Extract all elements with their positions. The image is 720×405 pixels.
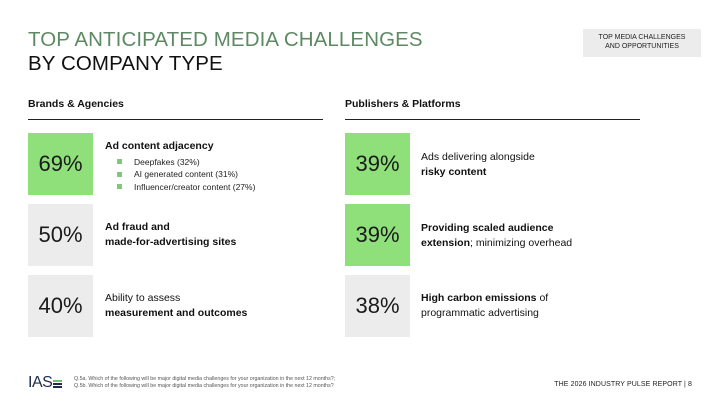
ias-logo: IAS (28, 374, 63, 392)
bullet-item: Influencer/creator content (27%) (117, 181, 255, 194)
footnote: Q.5a. Which of the following will be maj… (74, 376, 336, 389)
title-line-2: BY COMPANY TYPE (28, 52, 223, 75)
brands-agencies-heading: Brands & Agencies (28, 98, 124, 110)
logo-text: IAS (28, 374, 53, 391)
publishers-item-2: Providing scaled audience extension; min… (421, 222, 573, 249)
publishers-stat-2: 39% (345, 204, 410, 266)
brands-item-3: Ability to assess measurement and outcom… (105, 292, 248, 319)
section-tag-line-2: AND OPPORTUNITIES (605, 42, 679, 50)
bullet-square-icon (117, 159, 122, 165)
brands-item-2: Ad fraud and made-for-advertising sites (105, 221, 237, 248)
bullet-square-icon (117, 171, 122, 177)
brands-stat-3: 40% (28, 275, 93, 337)
brands-stat-2: 50% (28, 204, 93, 266)
title-line-1: TOP ANTICIPATED MEDIA CHALLENGES (28, 28, 423, 51)
publishers-stat-3: 38% (345, 275, 410, 337)
right-divider (345, 119, 640, 120)
logo-mark-icon (53, 379, 63, 390)
section-tag: TOP MEDIA CHALLENGES AND OPPORTUNITIES (583, 29, 701, 57)
section-tag-line-1: TOP MEDIA CHALLENGES (598, 34, 686, 41)
publishers-stat-1: 39% (345, 133, 410, 195)
report-page-label: THE 2026 INDUSTRY PULSE REPORT | 8 (554, 381, 692, 388)
brands-item-1-bullets: Deepfakes (32%) AI generated content (31… (117, 156, 255, 194)
publishers-item-3: High carbon emissions of programmatic ad… (421, 292, 549, 319)
page-title: TOP ANTICIPATED MEDIA CHALLENGES BY COMP… (28, 28, 423, 76)
bullet-item: AI generated content (31%) (117, 168, 255, 181)
publishers-platforms-heading: Publishers & Platforms (345, 98, 461, 110)
bullet-square-icon (117, 184, 122, 190)
brands-item-1: Ad content adjacency Deepfakes (32%) AI … (105, 139, 255, 193)
left-divider (28, 119, 323, 120)
brands-stat-1: 69% (28, 133, 93, 195)
bullet-item: Deepfakes (32%) (117, 156, 255, 169)
publishers-item-1: Ads delivering alongside risky content (421, 151, 535, 178)
brands-item-1-title: Ad content adjacency (105, 140, 214, 152)
